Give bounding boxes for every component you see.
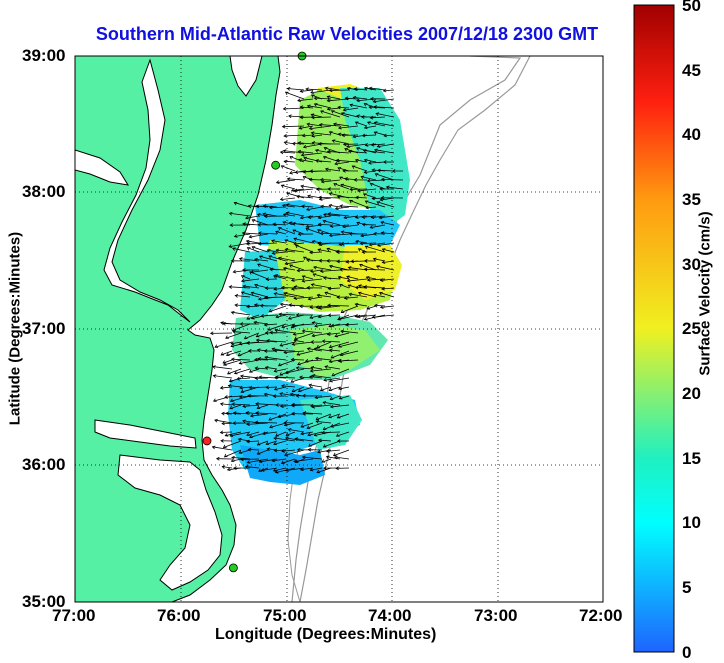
y-tick-label: 37:00 <box>22 319 65 339</box>
colorbar-tick: 40 <box>682 125 701 145</box>
velocity-vector <box>270 332 286 333</box>
colorbar-title: Surface Velocity (cm/s) <box>697 169 714 419</box>
colorbar <box>634 5 674 652</box>
x-tick-label: 76:00 <box>157 606 200 626</box>
chart-title: Southern Mid-Atlantic Raw Velocities 200… <box>62 24 632 45</box>
x-tick-label: 74:00 <box>368 606 411 626</box>
colorbar-tick: 45 <box>682 61 701 81</box>
x-tick-label: 72:00 <box>579 606 622 626</box>
y-tick-label: 39:00 <box>22 46 65 66</box>
velocity-vector <box>265 297 286 298</box>
x-tick-label: 75:00 <box>263 606 306 626</box>
x-tick-label: 77:00 <box>52 606 95 626</box>
colorbar-tick: 15 <box>682 449 701 469</box>
x-tick-label: 73:00 <box>474 606 517 626</box>
x-axis-title: Longitude (Degrees:Minutes) <box>215 626 436 644</box>
colorbar-tick: 5 <box>682 578 691 598</box>
velocity-vector <box>220 432 232 433</box>
station-marker-green <box>272 161 280 169</box>
colorbar-tick: 10 <box>682 513 701 533</box>
station-marker-red <box>203 437 211 445</box>
colorbar-tick: 50 <box>682 0 701 16</box>
y-axis-title: Latitude (Degrees:Minutes) <box>7 204 24 454</box>
colorbar-tick: 0 <box>682 643 691 663</box>
station-marker-green <box>229 564 237 572</box>
y-tick-label: 38:00 <box>22 182 65 202</box>
velocity-vector <box>266 387 277 388</box>
velocity-vector <box>363 224 376 225</box>
velocity-vector <box>312 117 331 118</box>
y-tick-label: 36:00 <box>22 455 65 475</box>
velocity-vector <box>274 350 295 351</box>
